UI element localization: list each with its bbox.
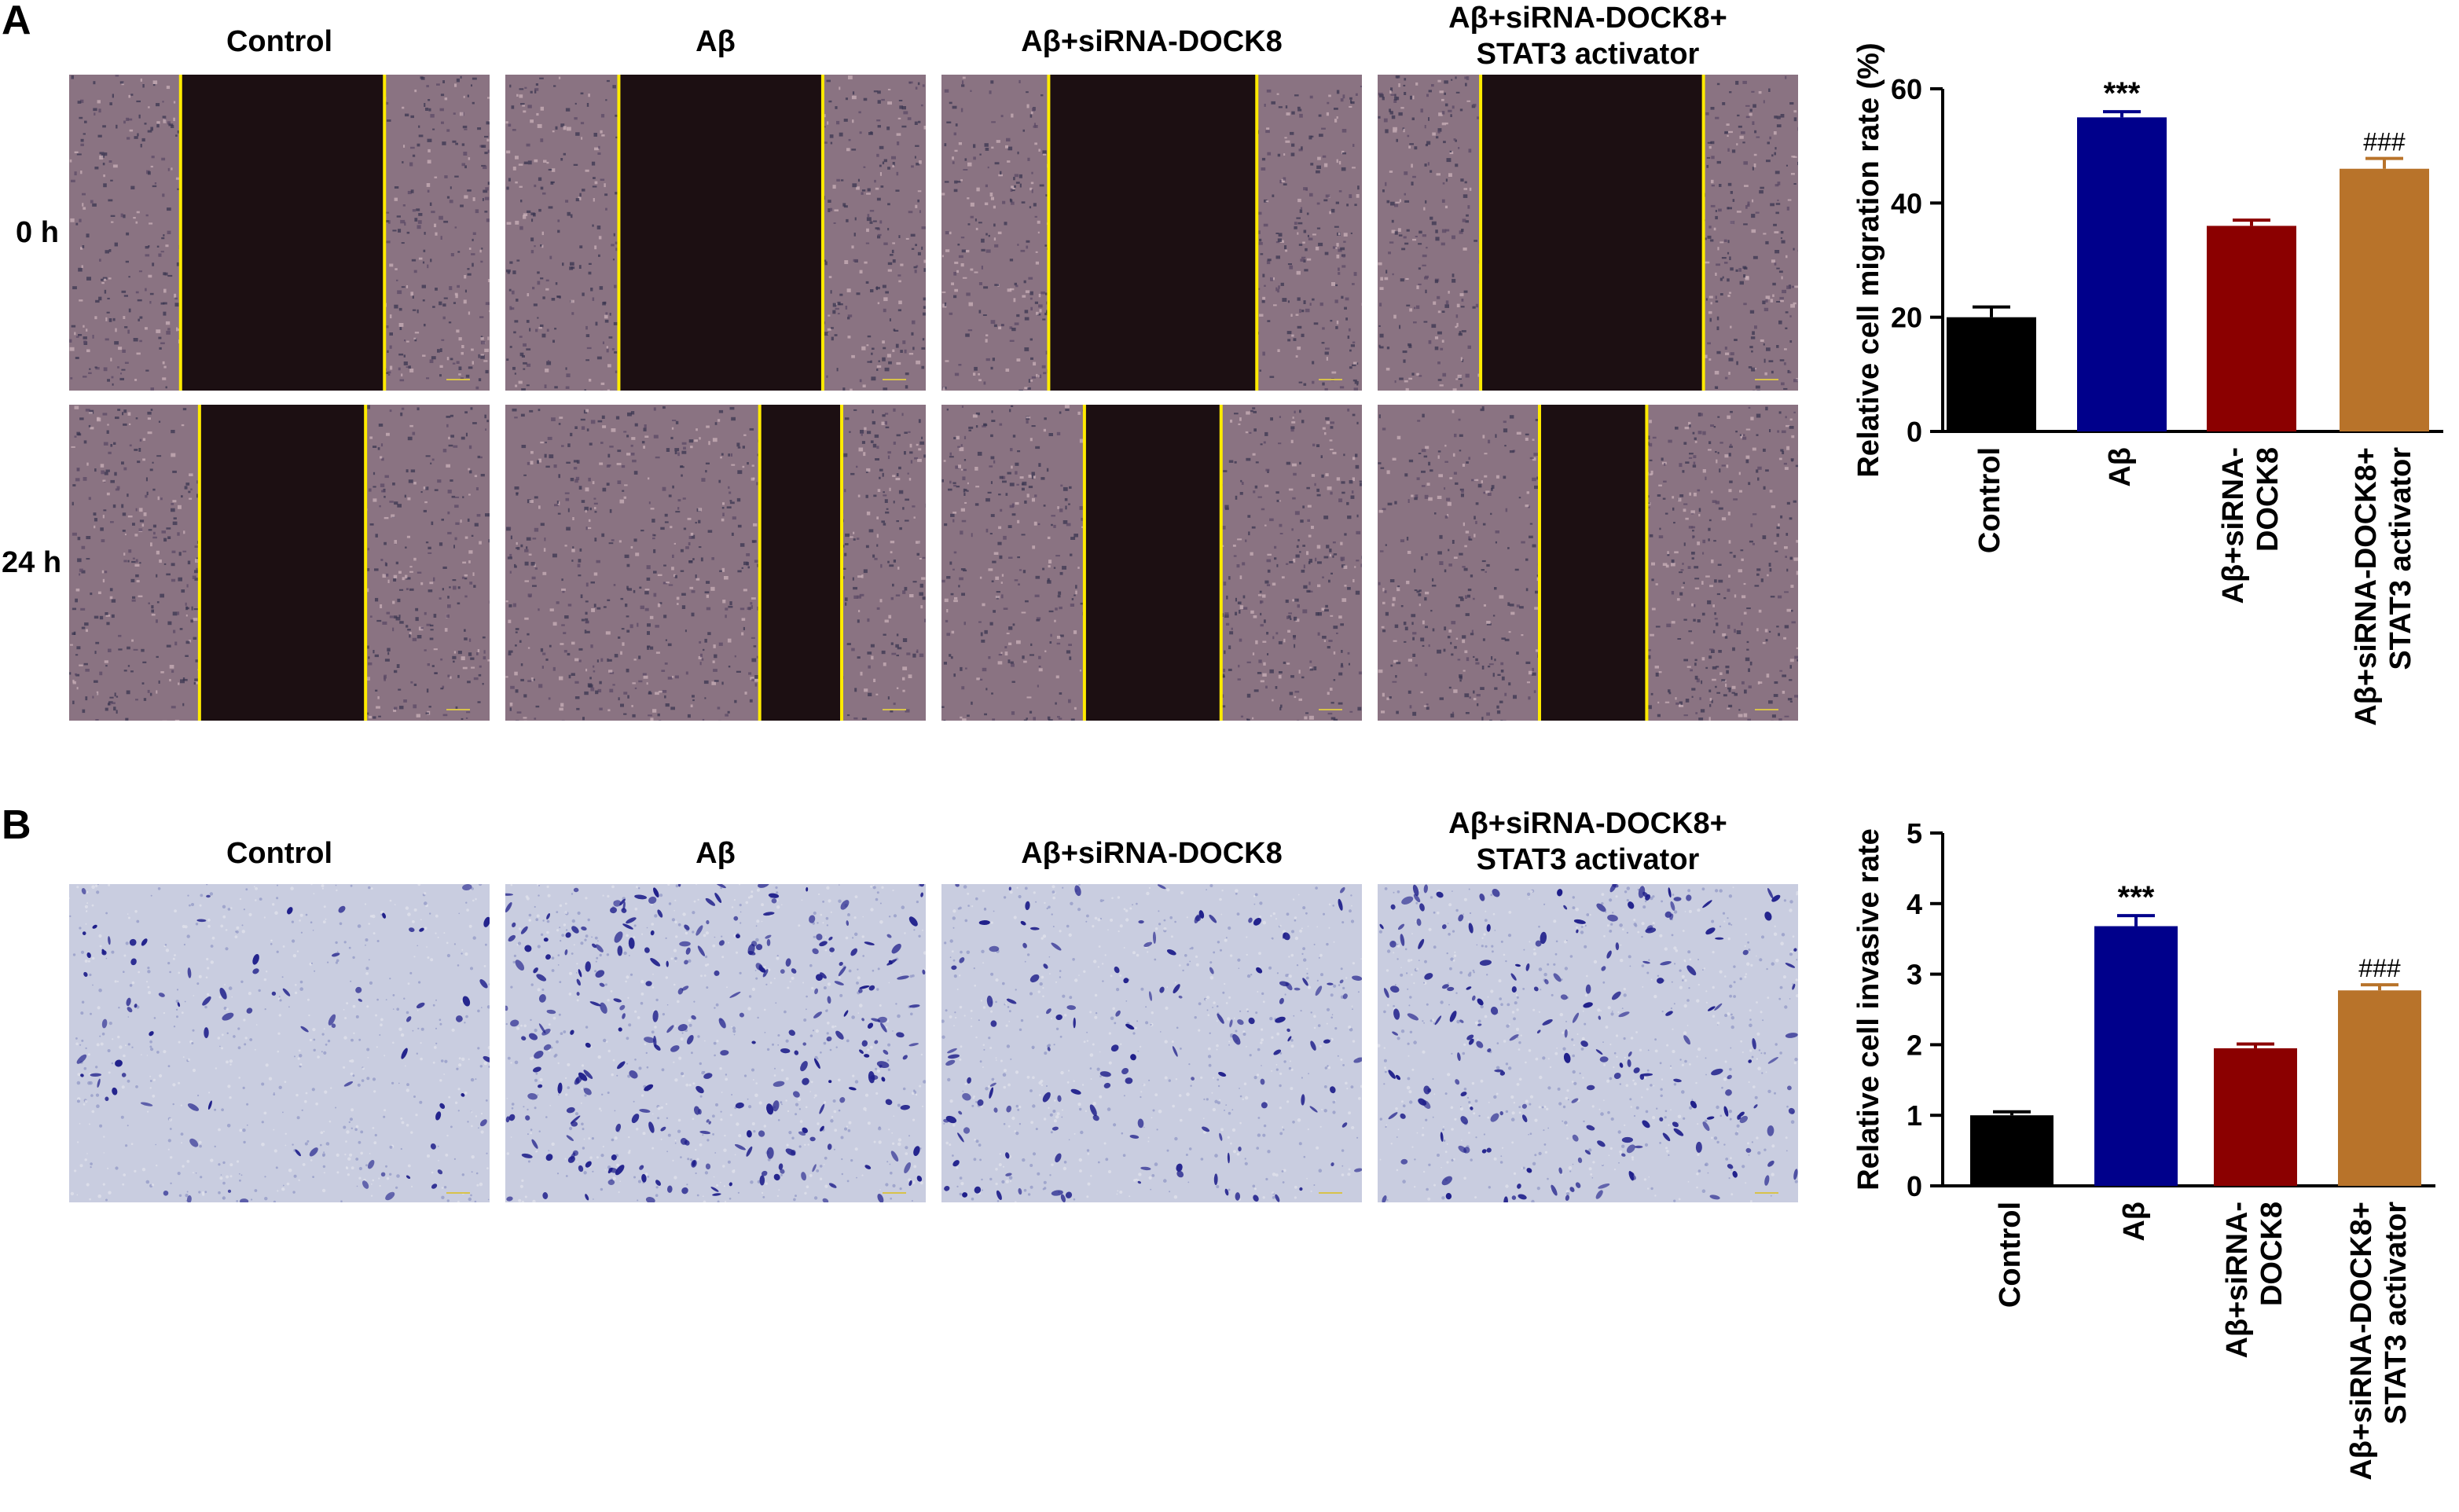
- invasive-y-axis-title: Relative cell invasive rate: [1852, 828, 1885, 1191]
- invasive-y-tick-label: 0: [1907, 1170, 1922, 1202]
- invasive-x-tick-label-3: Aβ+siRNA-DOCK8+: [2345, 1202, 2378, 1481]
- invasive-bar-1: [2094, 927, 2178, 1186]
- invasive-x-tick-label-2: DOCK8: [2255, 1202, 2288, 1306]
- invasive-y-tick-label: 4: [1907, 888, 1922, 920]
- invasive-y-tick-label: 1: [1907, 1099, 1922, 1132]
- invasive-y-tick-label: 5: [1907, 817, 1922, 850]
- invasive-y-tick-label: 3: [1907, 959, 1922, 991]
- invasive-significance-3: ###: [2358, 954, 2401, 982]
- invasive-bar-2: [2214, 1048, 2297, 1186]
- invasive-bar-0: [1970, 1115, 2053, 1186]
- invasive-y-tick-label: 2: [1907, 1029, 1922, 1061]
- invasive-x-tick-label-2: Aβ+siRNA-: [2221, 1202, 2254, 1359]
- invasive-bar-3: [2338, 990, 2421, 1186]
- invasive-x-tick-label-3: STAT3 activator: [2380, 1202, 2413, 1425]
- invasive-x-tick-label-0: Control: [1994, 1202, 2027, 1308]
- invasive-x-tick-label-1: Aβ: [2118, 1202, 2151, 1242]
- invasive-significance-1: ***: [2118, 880, 2155, 915]
